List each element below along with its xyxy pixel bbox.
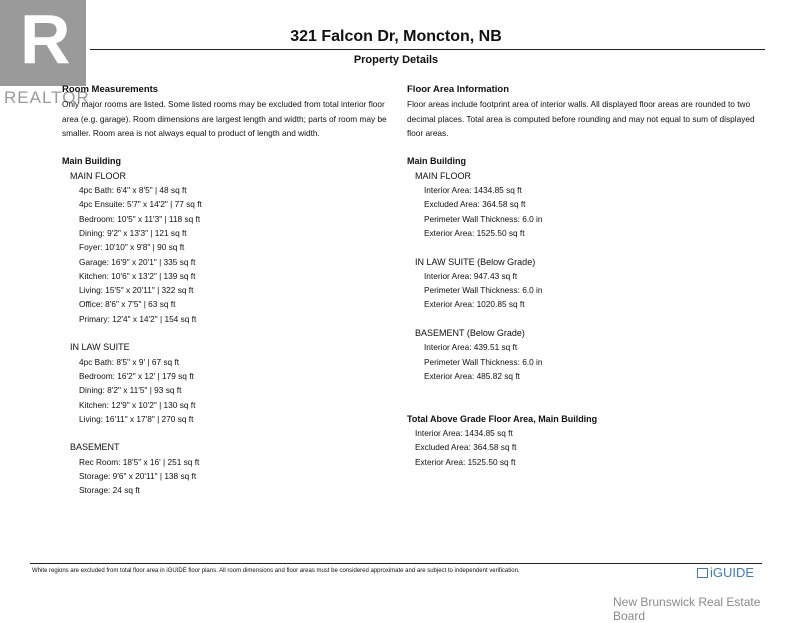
list-item: Exterior Area: 1525.50 sq ft — [415, 456, 516, 467]
group-heading: BASEMENT (Below Grade) — [415, 328, 525, 339]
list-item: 4pc Ensuite: 5'7" x 14'2" | 77 sq ft — [79, 199, 202, 210]
list-item: Rec Room: 18'5" x 16' | 251 sq ft — [79, 456, 200, 467]
list-item: Perimeter Wall Thickness: 6.0 in — [424, 213, 543, 224]
group-heading: IN LAW SUITE (Below Grade) — [415, 256, 536, 267]
section-description: Floor areas include footprint area of in… — [407, 99, 755, 138]
list-item: Foyer: 10'10" x 9'8" | 90 sq ft — [79, 242, 185, 253]
board-watermark: New Brunswick Real Estate Board — [613, 595, 761, 623]
list-item: Exterior Area: 1525.50 sq ft — [424, 227, 525, 238]
list-item: Interior Area: 1434.85 sq ft — [424, 185, 522, 196]
floor-groups: MAIN FLOOR Interior Area: 1434.85 sq ft Ex… — [407, 169, 767, 383]
list-item: Excluded Area: 364.58 sq ft — [424, 199, 526, 210]
list-item: Kitchen: 12'9" x 10'2" | 130 sq ft — [79, 399, 196, 410]
page-subtitle: Property Details — [353, 54, 439, 66]
iguide-logo: iGUIDE — [697, 565, 754, 580]
list-item: Excluded Area: 364.58 sq ft — [415, 442, 517, 453]
list-item: Exterior Area: 1020.85 sq ft — [424, 299, 525, 310]
list-item: Dining: 9'2" x 13'3" | 121 sq ft — [79, 227, 187, 238]
realtor-logo: R — [0, 0, 86, 86]
list-item: 4pc Bath: 8'5" x 9' | 67 sq ft — [79, 356, 180, 367]
realtor-logo-mark: R — [20, 0, 71, 78]
list-item: Interior Area: 439.51 sq ft — [424, 342, 518, 353]
section-description: Only major rooms are listed. Some listed… — [62, 99, 387, 138]
header-divider — [90, 49, 765, 50]
page-title: 321 Falcon Dr, Moncton, NB — [290, 28, 502, 45]
realtor-logo-text: REALTOR — [4, 88, 90, 107]
list-item: Interior Area: 947.43 sq ft — [424, 270, 518, 281]
list-item: Primary: 12'4" x 14'2" | 154 sq ft — [79, 313, 197, 324]
list-item: Perimeter Wall Thickness: 6.0 in — [424, 356, 543, 367]
room-measurements-section: Room Measurements Only major rooms are l… — [62, 83, 397, 498]
group-heading: MAIN FLOOR — [415, 170, 472, 181]
total-items: Interior Area: 1434.85 sq ft Excluded Are… — [407, 426, 767, 469]
group-heading: IN LAW SUITE — [70, 342, 130, 353]
list-item: Living: 15'5" x 20'11" | 322 sq ft — [79, 285, 194, 296]
group-heading: BASEMENT — [70, 442, 120, 453]
section-heading: Room Measurements — [62, 84, 159, 95]
list-item: Bedroom: 16'2" x 12' | 179 sq ft — [79, 370, 194, 381]
section-heading: Floor Area Information — [407, 84, 510, 95]
list-item: Office: 8'6" x 7'5" | 63 sq ft — [79, 299, 176, 310]
iguide-icon — [697, 567, 708, 578]
room-groups: MAIN FLOOR 4pc Bath: 6'4" x 8'5" | 48 sq … — [62, 169, 397, 498]
total-heading: Total Above Grade Floor Area, Main Build… — [407, 413, 598, 424]
list-item: Garage: 16'9" x 20'1" | 335 sq ft — [79, 256, 196, 267]
footer-note: White regions are excluded from total fl… — [32, 568, 520, 574]
floor-area-section: Floor Area Information Floor areas inclu… — [407, 83, 767, 469]
footer-divider — [30, 563, 762, 564]
list-item: Exterior Area: 485.82 sq ft — [424, 370, 520, 381]
list-item: Storage: 9'6" x 20'11" | 138 sq ft — [79, 471, 197, 482]
iguide-brand: iGUIDE — [710, 565, 755, 580]
list-item: Living: 16'11" x 17'8" | 270 sq ft — [79, 413, 194, 424]
list-item: Dining: 8'2" x 11'5" | 93 sq ft — [79, 385, 182, 396]
list-item: Storage: 24 sq ft — [79, 485, 140, 496]
group-heading: MAIN FLOOR — [70, 170, 127, 181]
list-item: Perimeter Wall Thickness: 6.0 in — [424, 285, 543, 296]
list-item: Bedroom: 10'5" x 11'3" | 118 sq ft — [79, 213, 201, 224]
list-item: Interior Area: 1434.85 sq ft — [415, 428, 513, 439]
building-heading: Main Building — [407, 156, 466, 167]
list-item: 4pc Bath: 6'4" x 8'5" | 48 sq ft — [79, 185, 187, 196]
list-item: Kitchen: 10'6" x 13'2" | 139 sq ft — [79, 270, 196, 281]
building-heading: Main Building — [62, 156, 121, 167]
